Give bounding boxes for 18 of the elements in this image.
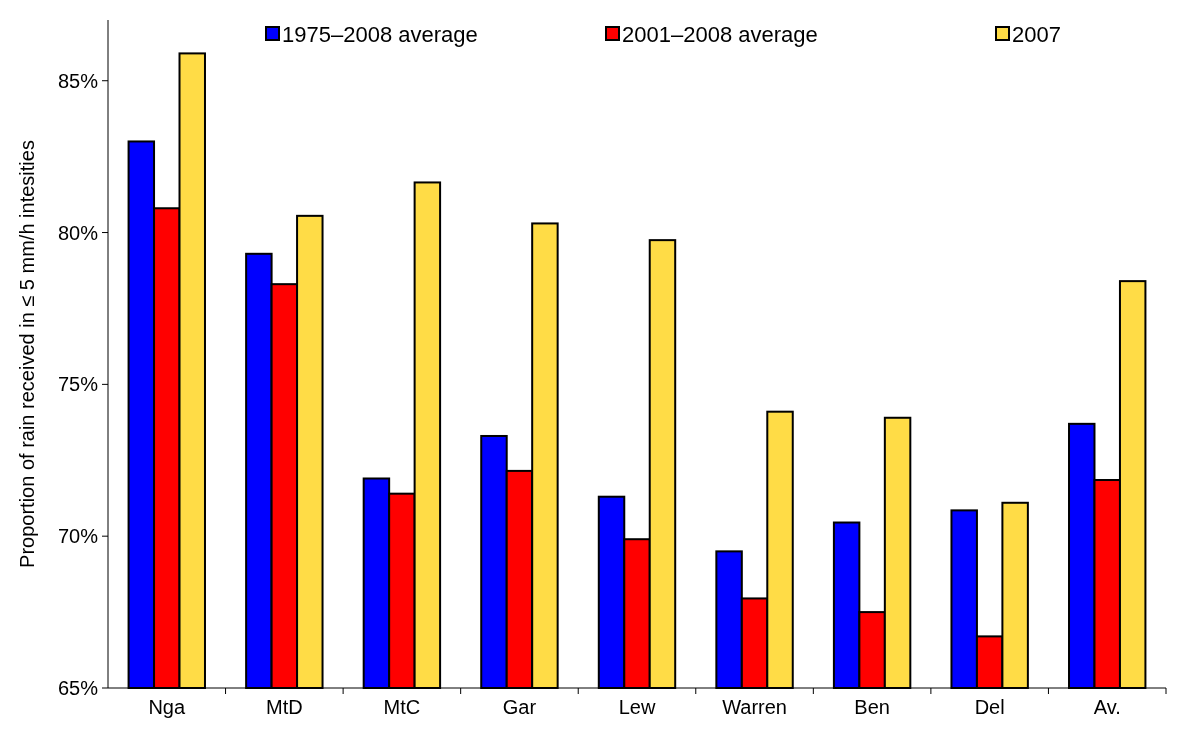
legend-label: 2001–2008 average — [622, 21, 818, 47]
y-tick-label: 85% — [57, 69, 99, 92]
x-tick-label: Lew — [618, 696, 656, 718]
x-tick-label: Av. — [1093, 696, 1121, 718]
y-tick-label: 75% — [57, 373, 99, 396]
y-tick-label: 65% — [57, 677, 99, 699]
y-tick-label: 70% — [57, 525, 99, 548]
y-tick-label: 80% — [57, 221, 99, 244]
x-tick-label: Del — [974, 696, 1005, 718]
x-tick-label: Gar — [502, 696, 537, 718]
x-tick-label: Nga — [148, 696, 186, 718]
legend-label: 2007 — [1012, 21, 1061, 47]
x-tick-label: Ben — [854, 696, 890, 718]
x-tick-label: Warren — [722, 696, 787, 718]
x-tick-label: MtC — [383, 696, 421, 718]
y-axis-title: Proportion of rain received in ≤ 5 mm/h intesities — [16, 140, 38, 568]
x-tick-label: MtD — [266, 696, 303, 718]
legend-label: 1975–2008 average — [282, 21, 478, 47]
